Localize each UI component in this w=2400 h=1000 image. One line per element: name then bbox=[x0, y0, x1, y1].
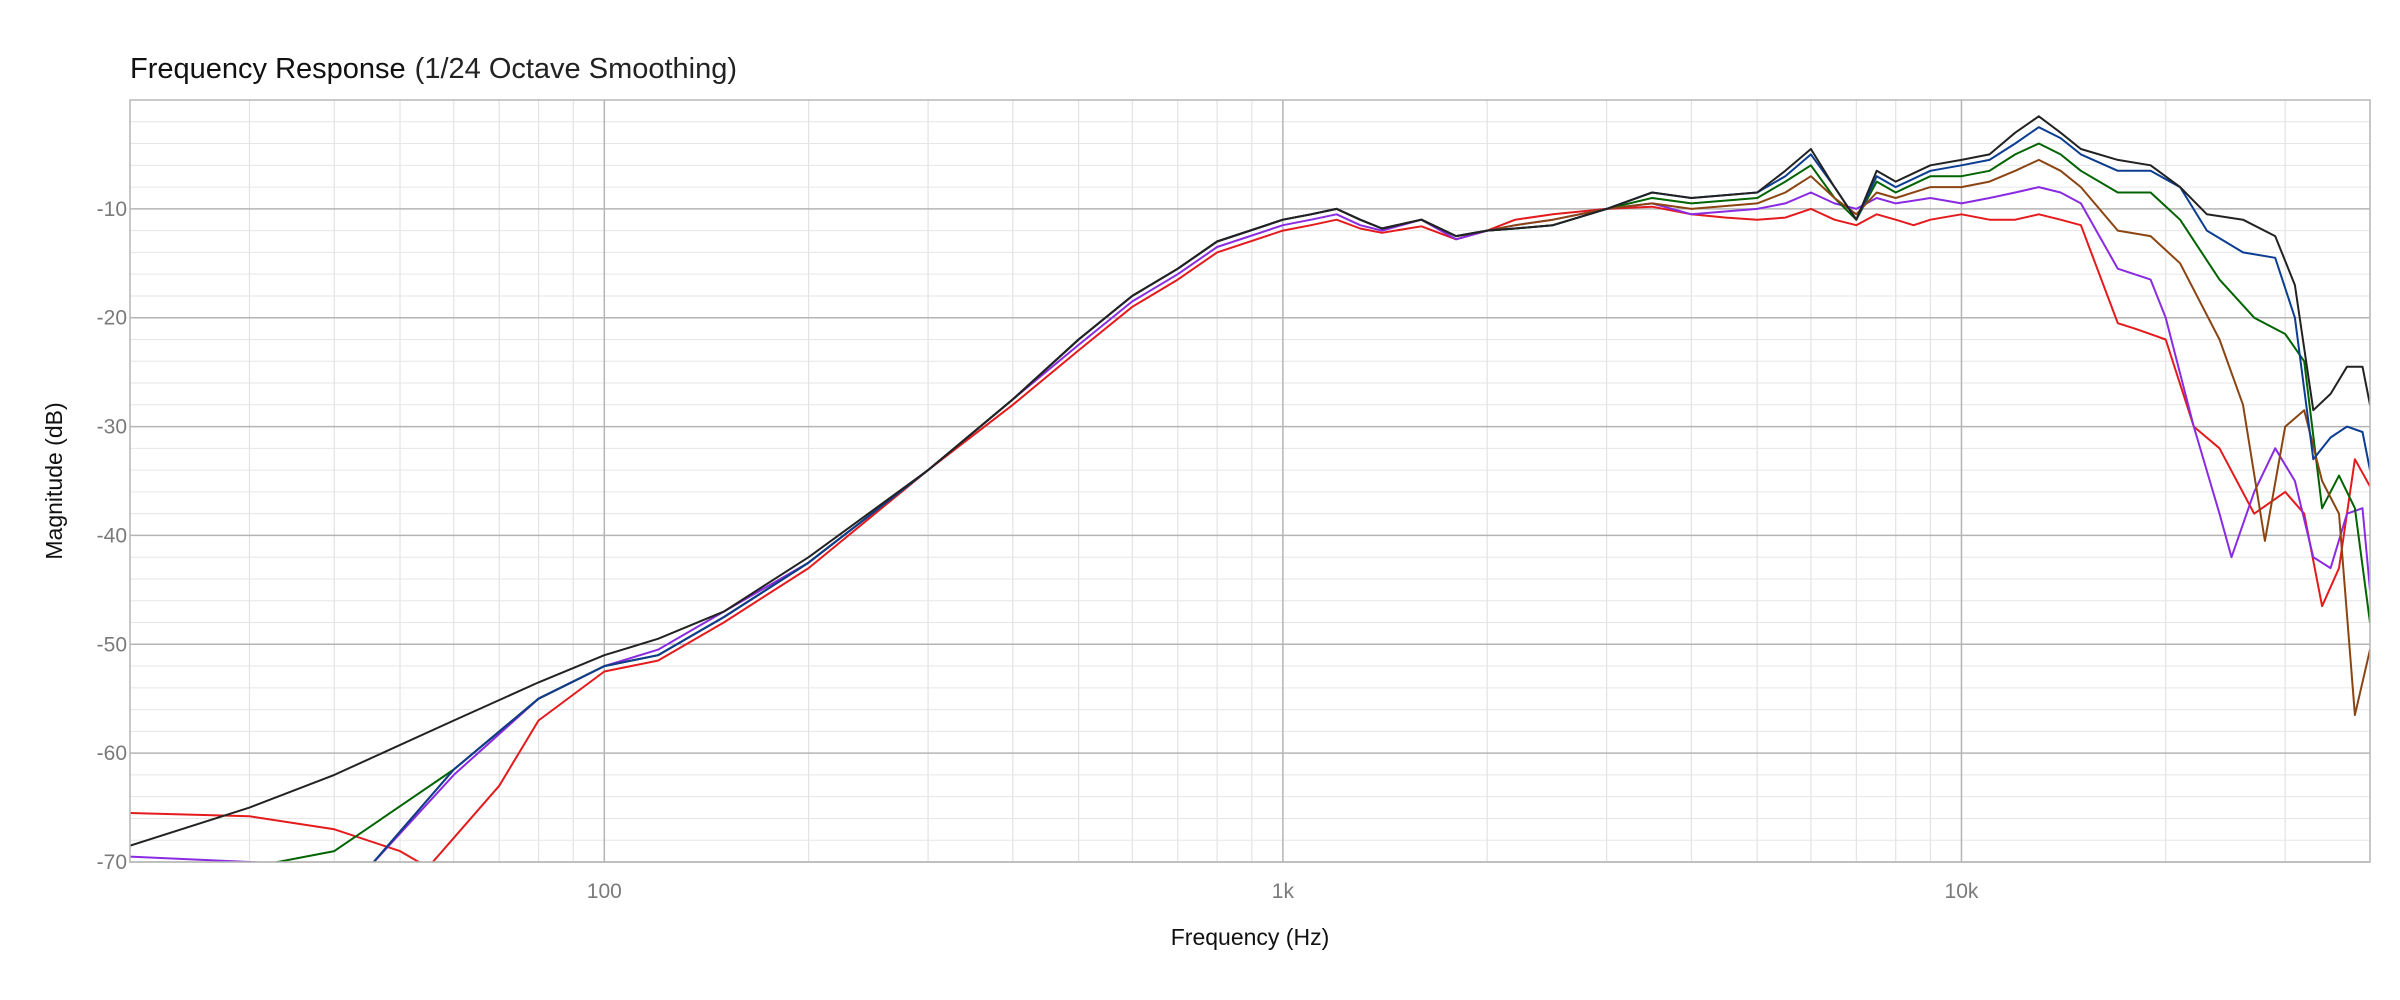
chart-subtitle: (1/24 Octave Smoothing) bbox=[415, 53, 737, 85]
y-tick-label: -40 bbox=[97, 524, 127, 547]
y-axis-label: Magnitude (dB) bbox=[41, 402, 67, 559]
data-series bbox=[130, 115, 2370, 862]
series-line-1 bbox=[130, 205, 2370, 862]
y-tick-label: -50 bbox=[97, 633, 127, 656]
y-tick-label: -70 bbox=[97, 851, 127, 874]
y-tick-label: -30 bbox=[97, 416, 127, 439]
plot-background bbox=[130, 100, 2370, 862]
x-tick-labels: 100 1k 10k bbox=[587, 880, 1979, 903]
x-tick-label: 1k bbox=[1272, 880, 1295, 903]
plot-frame bbox=[129, 99, 2371, 863]
chart-title: Frequency Response (1/24 Octave Smoothing… bbox=[130, 53, 737, 85]
x-tick-label: 100 bbox=[587, 880, 622, 903]
x-axis-label: Frequency (Hz) bbox=[1171, 924, 1329, 950]
y-tick-label: -20 bbox=[97, 307, 127, 330]
y-tick-labels: -10 -20 -30 -40 -50 -60 -70 bbox=[97, 198, 127, 874]
y-tick-label: -10 bbox=[97, 198, 127, 221]
x-tick-label: 10k bbox=[1945, 880, 1979, 903]
y-tick-label: -60 bbox=[97, 742, 127, 765]
chart-title-main: Frequency Response bbox=[130, 53, 406, 85]
series-line-6 bbox=[130, 115, 2370, 847]
